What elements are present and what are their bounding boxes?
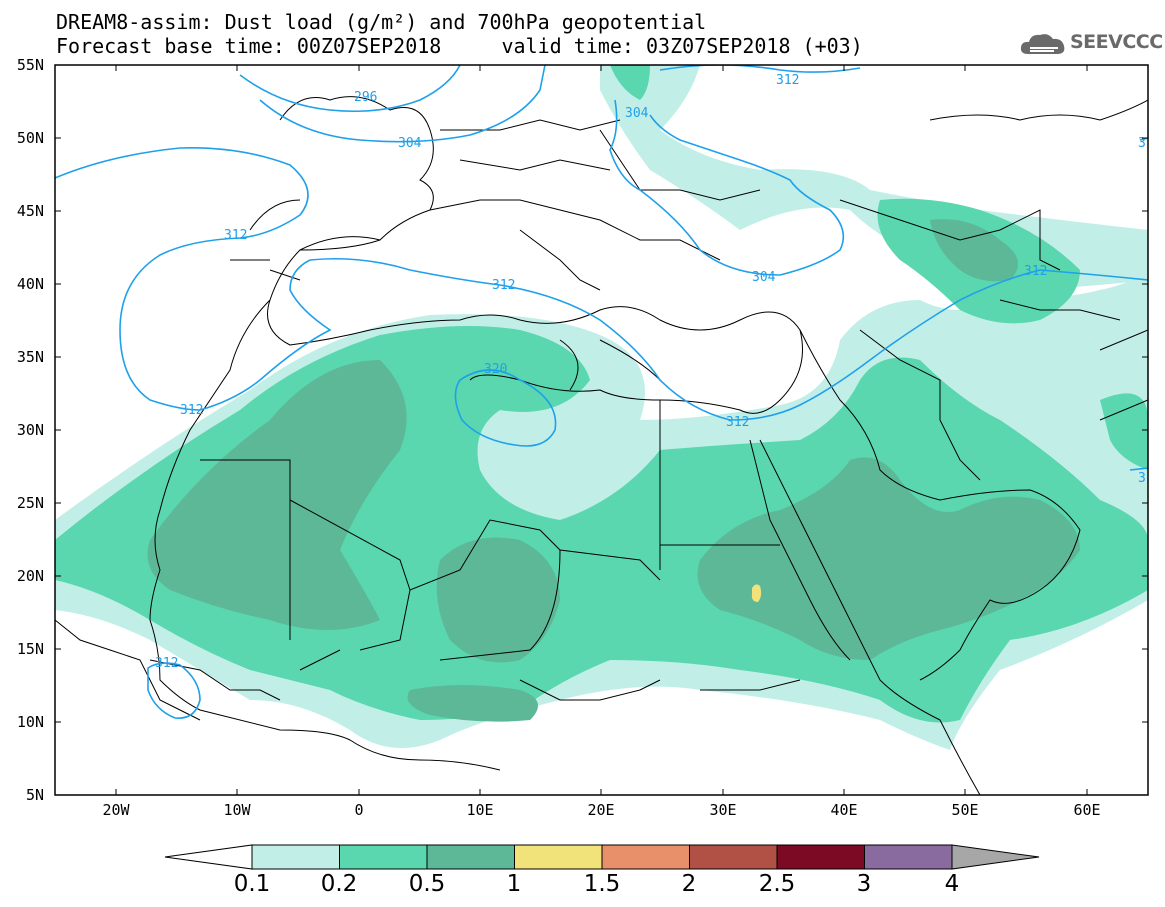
geopotential-contours bbox=[55, 65, 1148, 719]
contour-label: 304 bbox=[752, 270, 776, 285]
lat-label: 10N bbox=[16, 713, 44, 731]
forecast-time-line: Forecast base time: 00Z07SEP2018 valid t… bbox=[56, 34, 863, 58]
lon-label: 20E bbox=[587, 801, 615, 819]
colorbar-swatch bbox=[689, 844, 778, 870]
contour-label: 304 bbox=[625, 106, 649, 121]
contour-label: 312 bbox=[1138, 471, 1161, 486]
colorbar-swatch bbox=[339, 844, 428, 870]
colorbar-tick-label: 0.1 bbox=[233, 871, 271, 897]
contour-label: 312 bbox=[155, 656, 178, 671]
lon-label: 10E bbox=[466, 801, 494, 819]
contour-label: 296 bbox=[354, 90, 377, 105]
lon-label: 60E bbox=[1073, 801, 1101, 819]
colorbar-swatch bbox=[426, 844, 515, 870]
colorbar-swatch bbox=[776, 844, 865, 870]
axis-ticks bbox=[55, 64, 1148, 796]
lat-label: 5N bbox=[25, 786, 44, 804]
cloud-icon bbox=[1020, 34, 1065, 54]
colorbar-swatch bbox=[864, 844, 953, 870]
contour-label: 312 bbox=[776, 73, 799, 88]
colorbar-tick-label: 1.5 bbox=[583, 871, 621, 897]
lat-label: 40N bbox=[16, 275, 44, 293]
dust-layer-1 bbox=[751, 584, 762, 602]
colorbar-swatch bbox=[514, 844, 603, 870]
lon-label: 20W bbox=[102, 801, 130, 819]
logo-text: SEEVCCC bbox=[1070, 31, 1163, 53]
seevccc-logo: SEEVCCC bbox=[1018, 28, 1163, 58]
contour-label: 312 bbox=[180, 403, 203, 418]
colorbar-tick-label: 2 bbox=[681, 871, 697, 897]
colorbar bbox=[164, 844, 1040, 870]
contour-label: 312 bbox=[492, 278, 515, 293]
lat-label: 15N bbox=[16, 640, 44, 658]
colorbar-swatch bbox=[601, 844, 690, 870]
contour-label: 304 bbox=[398, 136, 422, 151]
map-title: DREAM8-assim: Dust load (g/m²) and 700hP… bbox=[56, 10, 707, 34]
country-borders bbox=[55, 96, 1148, 795]
lat-label: 35N bbox=[16, 348, 44, 366]
lon-label: 40E bbox=[830, 801, 858, 819]
colorbar-tick-label: 4 bbox=[944, 871, 960, 897]
colorbar-tick-label: 0.2 bbox=[320, 871, 358, 897]
colorbar-over-arrow bbox=[951, 844, 1040, 870]
lon-label: 50E bbox=[951, 801, 979, 819]
colorbar-tick-label: 3 bbox=[856, 871, 872, 897]
lon-label: 30E bbox=[709, 801, 737, 819]
contour-label: 312 bbox=[1138, 136, 1161, 151]
contour-label: 320 bbox=[484, 362, 507, 377]
lon-label: 0 bbox=[354, 801, 364, 819]
lat-label: 20N bbox=[16, 567, 44, 585]
lon-label: 10W bbox=[223, 801, 251, 819]
contour-label: 312 bbox=[224, 228, 247, 243]
colorbar-swatch bbox=[251, 844, 340, 870]
colorbar-tick-label: 1 bbox=[506, 871, 522, 897]
lat-label: 45N bbox=[16, 202, 44, 220]
lat-label: 25N bbox=[16, 494, 44, 512]
contour-labels: 296 304 304 312 312 312 312 312 312 304 … bbox=[155, 73, 1161, 671]
contour-label: 312 bbox=[1024, 264, 1047, 279]
contour-label: 312 bbox=[726, 415, 749, 430]
lat-label: 30N bbox=[16, 421, 44, 439]
colorbar-tick-label: 0.5 bbox=[408, 871, 446, 897]
colorbar-under-arrow bbox=[164, 844, 253, 870]
lat-label: 55N bbox=[16, 56, 44, 74]
lat-label: 50N bbox=[16, 129, 44, 147]
colorbar-tick-label: 2.5 bbox=[758, 871, 796, 897]
